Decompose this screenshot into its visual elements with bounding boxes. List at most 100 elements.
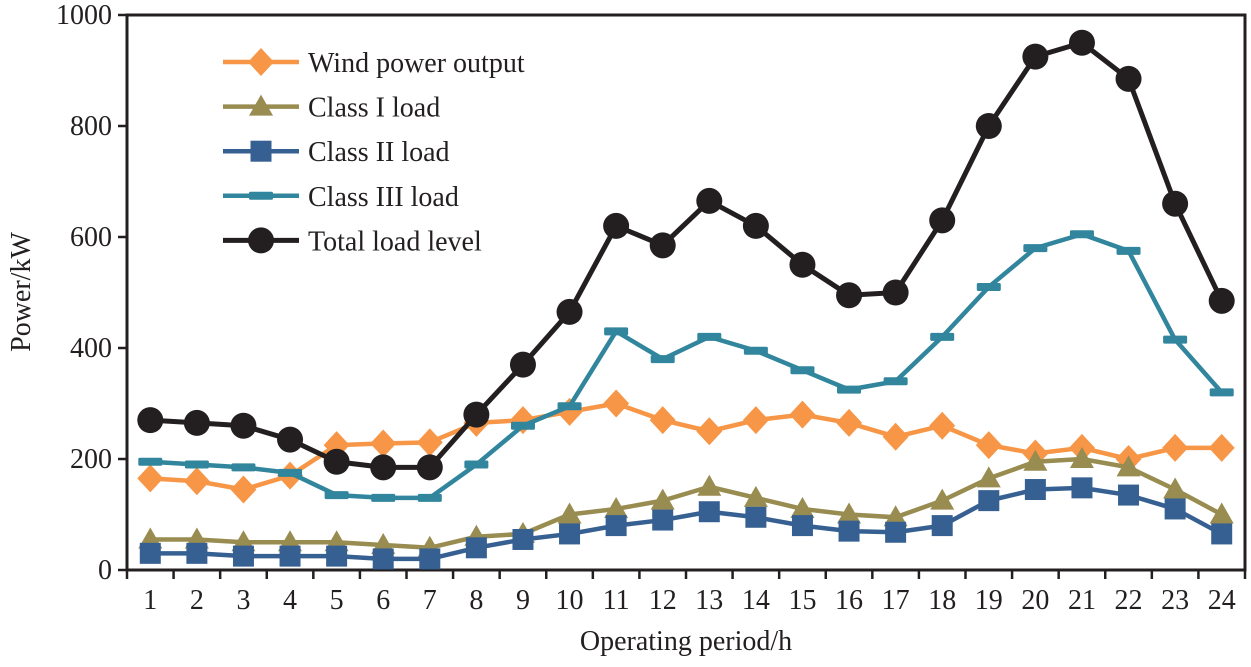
marker-total-load-level-h2 [183,409,210,436]
marker-class-iii-load-h12 [650,355,675,364]
marker-total-load-level-h24 [1208,287,1235,314]
legend-label-wind-power-output: Wind power output [308,48,525,79]
marker-total-load-level-h5 [323,448,350,475]
marker-wind-power-output-h17 [882,422,909,451]
x-tick-label-12: 12 [649,585,677,616]
marker-class-i-load-h10 [557,502,582,524]
data-series [137,29,1235,570]
marker-class-ii-load-h9 [512,528,534,550]
legend-item-class-ii-load: Class II load [223,137,450,168]
marker-total-load-level-h11 [603,212,630,239]
x-tick-label-19: 19 [975,585,1003,616]
x-tick-label-14: 14 [742,585,770,616]
x-tick-label-18: 18 [928,585,956,616]
marker-class-i-load-h23 [1163,477,1188,499]
y-tick-label-0: 0 [98,555,112,586]
series-class-ii-load-line [148,485,1224,562]
marker-class-ii-load-h8 [465,537,487,559]
marker-class-ii-load-h1 [139,542,161,564]
marker-wind-power-output-h24 [1208,433,1235,462]
marker-wind-power-output-h15 [789,400,816,429]
marker-wind-power-output-h14 [742,406,769,435]
x-tick-label-16: 16 [835,585,863,616]
y-tick-label-800: 800 [70,111,112,142]
marker-wind-power-output-h13 [696,417,723,446]
marker-class-ii-load-h15 [791,515,813,537]
marker-total-load-level-h7 [416,454,443,481]
y-tick-label-400: 400 [70,333,112,364]
marker-total-load-level-h8 [463,401,490,428]
series-class-iii-load [138,230,1234,502]
marker-class-ii-load-h22 [1118,484,1140,506]
marker-total-load-level-h21 [1068,29,1095,56]
marker-class-i-load-h13 [697,474,722,496]
y-tick-label-200: 200 [70,444,112,475]
marker-class-ii-load-h19 [978,490,1000,512]
x-tick-label-22: 22 [1115,585,1143,616]
marker-wind-power-output-h18 [929,411,956,440]
marker-class-i-load-h14 [743,485,768,507]
x-tick-label-7: 7 [423,585,437,616]
legend-marker-wind-power-output [248,48,274,76]
marker-class-iii-load-h22 [1116,246,1141,255]
marker-class-i-load-h20 [1023,449,1048,471]
marker-class-iii-load-h8 [464,460,489,469]
marker-wind-power-output-h3 [230,475,257,504]
marker-class-ii-load-h16 [838,520,860,542]
marker-total-load-level-h13 [696,187,723,214]
marker-class-iii-load-h2 [184,460,209,469]
x-tick-label-6: 6 [376,585,390,616]
x-tick-label-23: 23 [1161,585,1189,616]
series-class-i-load [138,447,1234,557]
marker-total-load-level-h9 [509,351,536,378]
series-total-load-level [137,29,1235,481]
marker-wind-power-output-h11 [603,389,630,418]
x-tick-label-11: 11 [603,585,630,616]
legend-label-class-i-load: Class I load [308,93,440,124]
x-tick-label-1: 1 [143,585,157,616]
marker-class-ii-load-h14 [745,506,767,528]
marker-class-iii-load-h11 [604,327,629,336]
marker-class-iii-load-h23 [1163,335,1188,344]
legend-item-class-i-load: Class I load [223,93,440,124]
marker-class-ii-load-h7 [419,548,441,570]
marker-class-ii-load-h18 [931,515,953,537]
y-axis-title: Power/kW [6,232,37,352]
marker-class-iii-load-h9 [510,421,535,430]
x-tick-label-2: 2 [190,585,204,616]
marker-total-load-level-h10 [556,298,583,325]
marker-class-i-load-h16 [837,502,862,524]
x-tick-label-17: 17 [882,585,910,616]
marker-wind-power-output-h6 [370,429,397,458]
marker-class-ii-load-h11 [605,515,627,537]
marker-wind-power-output-h2 [183,467,210,496]
legend-marker-class-ii-load [250,140,272,162]
marker-class-ii-load-h20 [1024,479,1046,501]
marker-total-load-level-h22 [1115,65,1142,92]
x-tick-label-10: 10 [556,585,584,616]
marker-class-iii-load-h17 [883,377,908,386]
marker-class-i-load-h12 [650,488,675,510]
legend-label-total-load-level: Total load level [308,226,482,257]
x-tick-label-15: 15 [788,585,816,616]
marker-class-iii-load-h4 [278,468,303,477]
marker-class-iii-load-h16 [837,385,862,394]
marker-class-ii-load-h10 [559,523,581,545]
x-axis-title: Operating period/h [580,626,792,657]
x-tick-label-24: 24 [1208,585,1236,616]
marker-total-load-level-h14 [742,212,769,239]
marker-total-load-level-h1 [137,407,164,434]
marker-total-load-level-h3 [230,412,257,439]
marker-class-i-load-h21 [1069,447,1094,468]
x-tick-label-13: 13 [695,585,723,616]
marker-class-ii-load-h2 [186,542,208,564]
legend-item-class-iii-load: Class III load [223,182,459,213]
x-tick-label-8: 8 [469,585,483,616]
marker-class-ii-load-h23 [1164,498,1186,520]
marker-wind-power-output-h1 [137,464,164,493]
marker-class-ii-load-h13 [698,501,720,523]
legend-item-total-load-level: Total load level [223,226,482,257]
marker-class-i-load-h22 [1116,455,1141,477]
